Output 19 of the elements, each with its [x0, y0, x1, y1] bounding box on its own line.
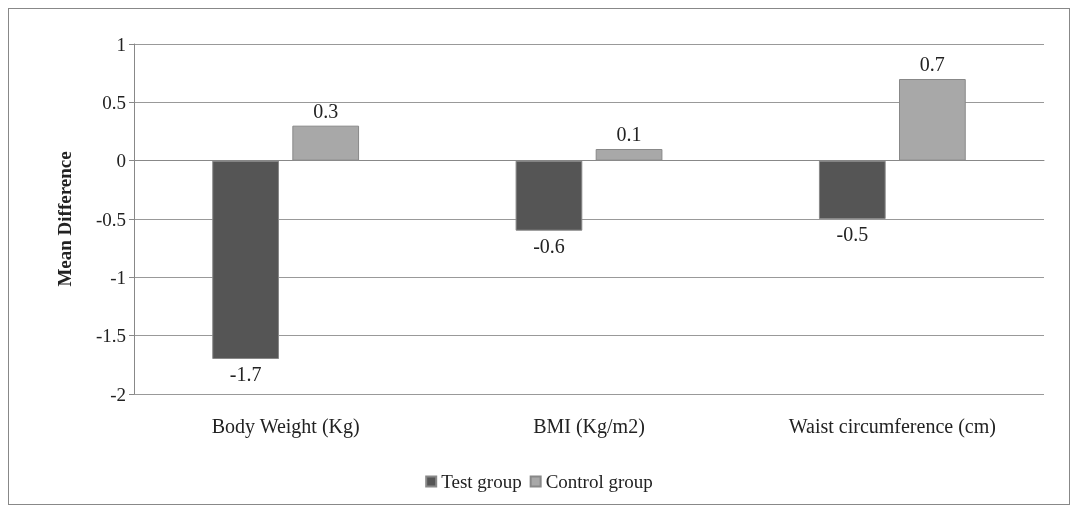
y-tick-label: 0 — [116, 150, 126, 172]
y-tick-label: 0.5 — [102, 91, 126, 113]
y-tick-label: -1.5 — [95, 325, 126, 347]
y-tick-label: -2 — [110, 383, 126, 405]
data-label: -1.7 — [229, 363, 262, 385]
x-tick-label: Waist circumference (cm) — [788, 415, 996, 438]
data-label: -0.6 — [533, 234, 565, 257]
x-tick-label: BMI (Kg/m2) — [533, 415, 645, 438]
data-label: 0.1 — [616, 123, 642, 145]
legend-label: Control group — [545, 471, 653, 492]
data-label: 0.7 — [919, 53, 945, 75]
y-tick-label: -1 — [110, 266, 126, 288]
data-label: 0.3 — [313, 99, 339, 122]
x-tick-label: Body Weight (Kg) — [211, 415, 360, 438]
data-label: -0.5 — [836, 223, 869, 245]
y-tick-label: -0.5 — [95, 208, 126, 230]
y-tick-label: 1 — [116, 33, 126, 55]
legend-label: Test group — [441, 471, 522, 492]
y-axis-title: Mean Difference — [54, 151, 75, 287]
